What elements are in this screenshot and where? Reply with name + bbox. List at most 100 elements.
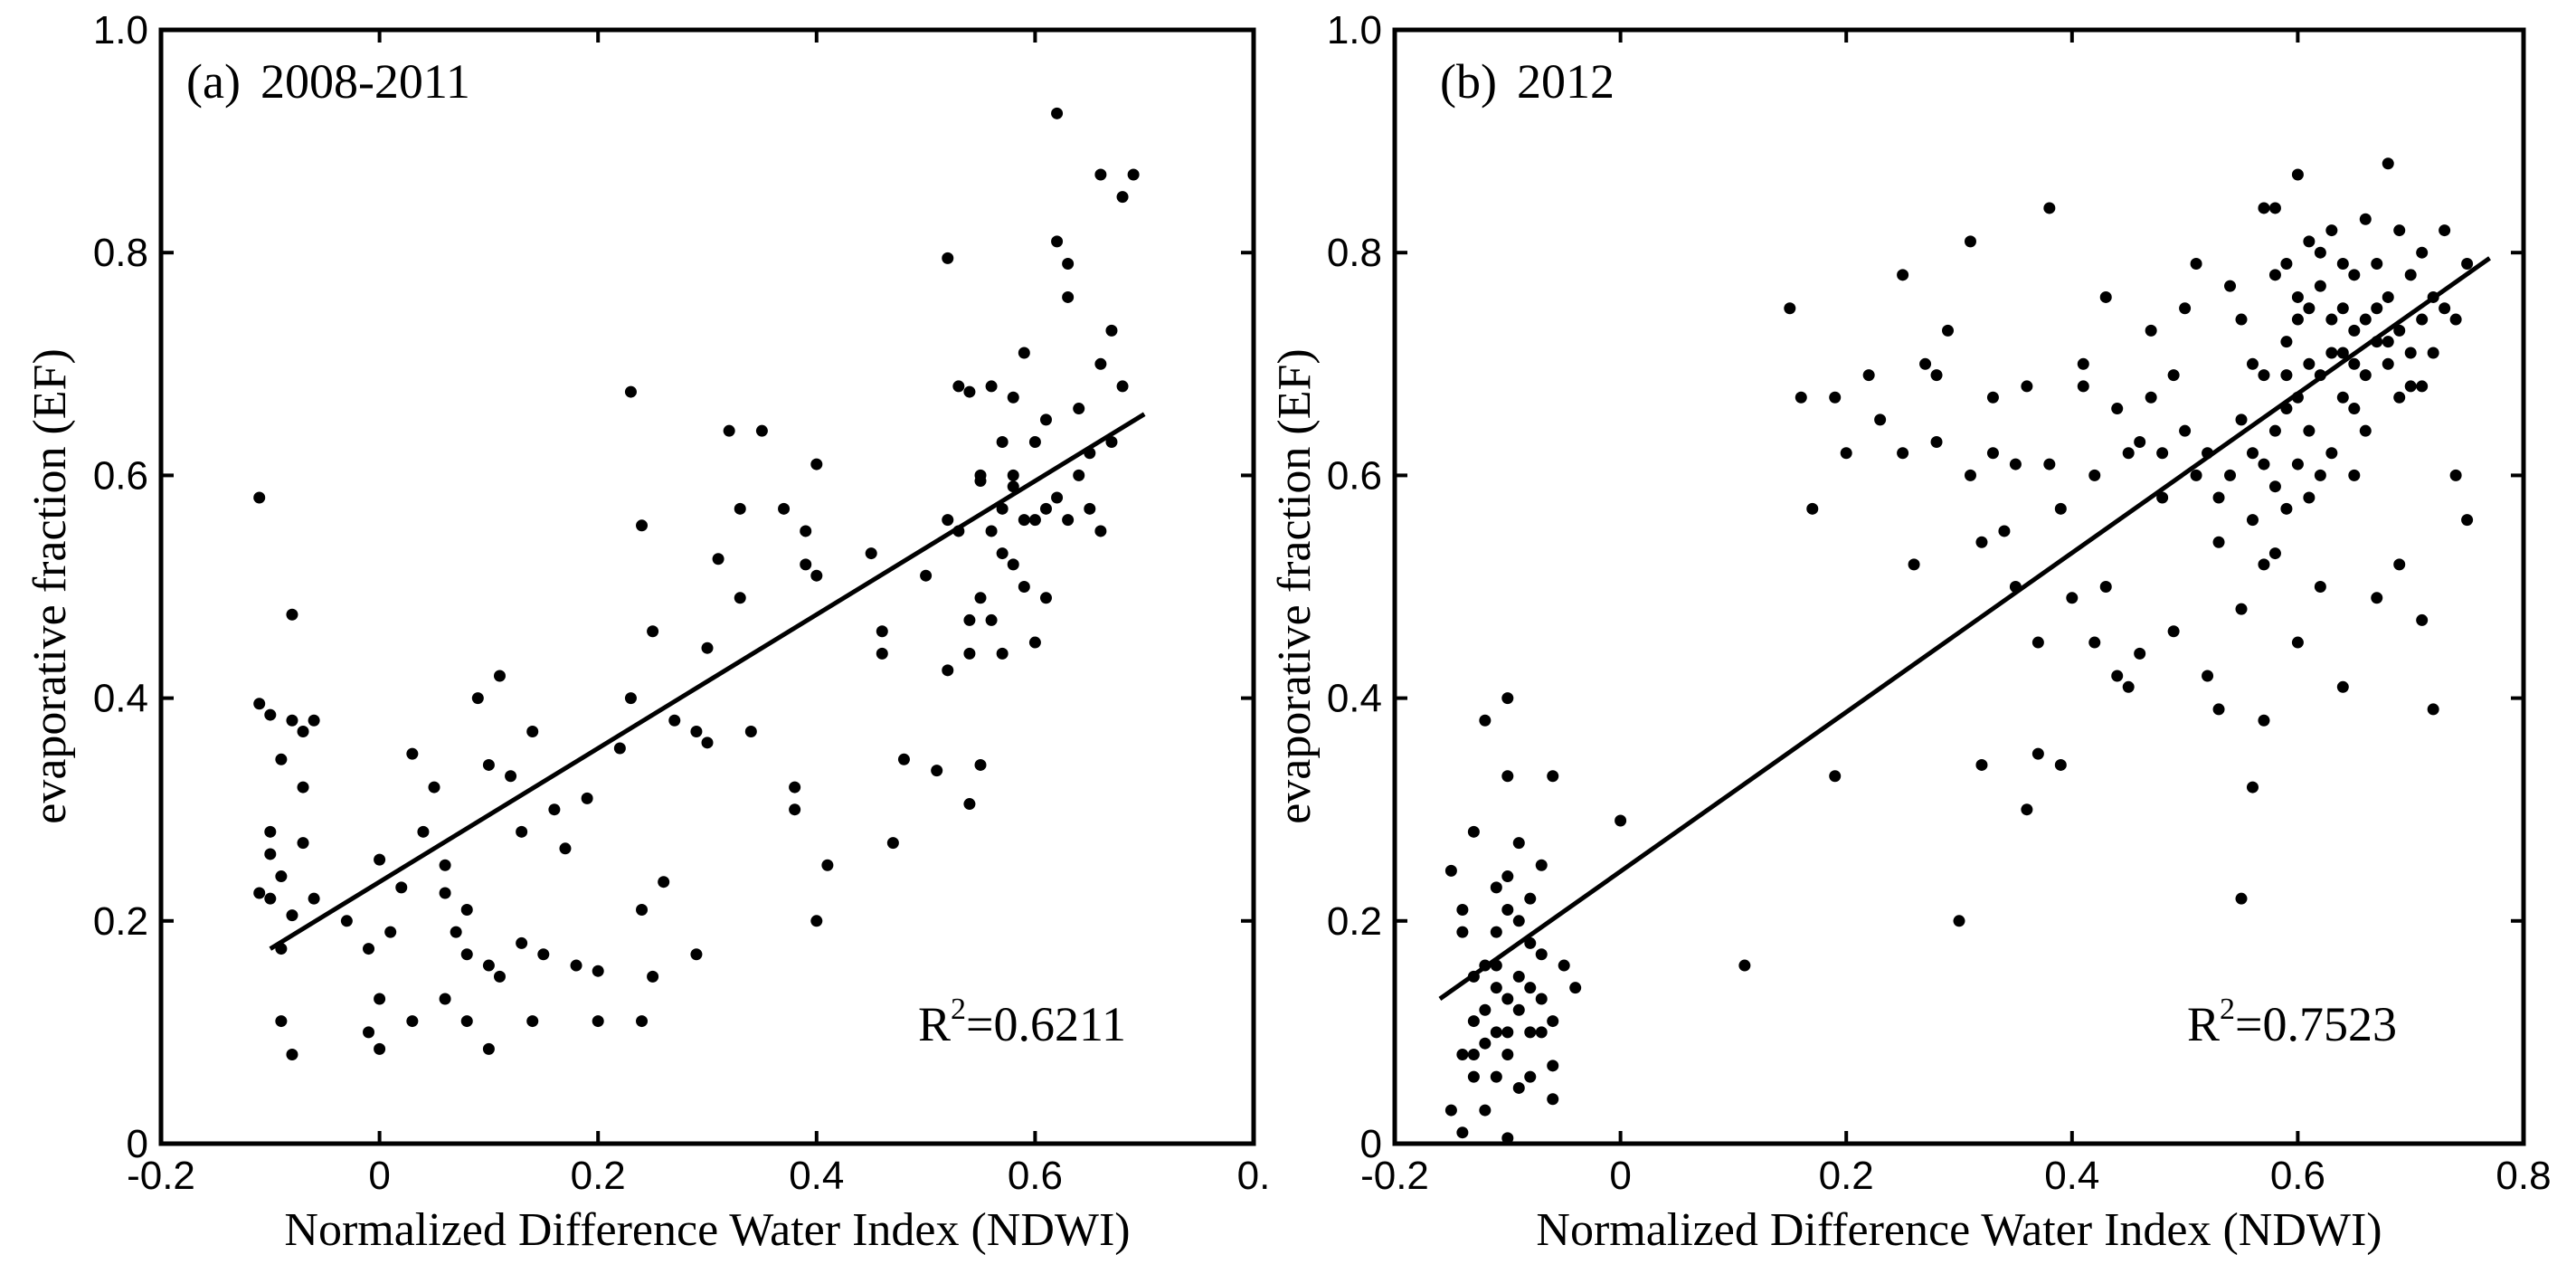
panel-b-data-point <box>2416 313 2429 326</box>
panel-b-points-layer <box>1444 157 2474 1145</box>
panel-b-data-point <box>2427 290 2439 303</box>
panel-a-data-point <box>253 491 266 504</box>
panel-a-data-point <box>876 625 888 638</box>
panel-a-data-point <box>297 837 309 850</box>
panel-b-data-point <box>2043 458 2056 470</box>
panel-a-data-point <box>1127 168 1140 181</box>
panel-b-data-point <box>2031 747 2044 760</box>
panel-b-data-point <box>2325 347 2338 359</box>
panel-a-data-point <box>974 592 987 604</box>
panel-a-data-point <box>308 714 320 727</box>
panel-b-data-point <box>1456 1049 1469 1061</box>
panel-a-data-point <box>384 926 397 938</box>
panel-b-data-point <box>2314 369 2326 382</box>
panel-a-data-point <box>942 514 954 527</box>
panel-a-data-point <box>581 792 593 804</box>
panel-b-data-point <box>1490 1070 1502 1083</box>
panel-a-x-tick-label: 0 <box>368 1154 390 1198</box>
panel-b-data-point <box>2325 224 2338 237</box>
panel-a-data-point <box>1007 469 1019 481</box>
panel-b-data-point <box>2246 447 2259 460</box>
panel-a-data-point <box>734 502 746 515</box>
panel-b-x-tick-label: 0.6 <box>2270 1154 2325 1198</box>
panel-b-data-point <box>2416 380 2429 393</box>
panel-b-data-point <box>1784 302 1796 315</box>
panel-a-data-point <box>308 892 320 905</box>
panel-a-data-point <box>963 613 976 626</box>
panel-a-data-point <box>493 970 506 983</box>
panel-b-data-point <box>1535 859 1548 871</box>
panel-b-data-point <box>2336 391 2349 404</box>
panel-b-data-point <box>1456 1126 1469 1139</box>
panel-a-y-tick-label: 0.8 <box>93 231 148 275</box>
panel-b-data-point <box>1840 447 1852 460</box>
panel-b-plot-frame <box>1392 27 2526 1146</box>
panel-b-data-point <box>2359 369 2372 382</box>
panel-b-data-point <box>2314 246 2326 259</box>
panel-a-data-point <box>821 859 834 871</box>
panel-a-data-point <box>800 525 812 537</box>
panel-b-data-point <box>2382 357 2394 370</box>
panel-b-data-point <box>1908 558 1920 571</box>
panel-b-data-point <box>2449 313 2462 326</box>
panel-b-data-point <box>1547 1015 1559 1028</box>
panel-b-data-point <box>1467 1015 1480 1028</box>
panel-b-data-point <box>2088 469 2101 481</box>
panel-a-y-tick-label: 0.6 <box>93 453 148 498</box>
panel-b-data-point <box>2336 258 2349 271</box>
panel-b-data-point <box>1874 413 1887 426</box>
panel-a-y-tick-label: 0.4 <box>93 677 148 721</box>
panel-b-data-point <box>1490 959 1502 972</box>
panel-b-data-point <box>2393 391 2406 404</box>
panel-b-data-point <box>1490 926 1502 938</box>
panel-a-data-point <box>264 848 277 860</box>
panel-b-data-point <box>2449 469 2462 481</box>
panel-a-y-tick-label: 0.2 <box>93 899 148 944</box>
panel-a-data-point <box>1018 581 1030 593</box>
panel-a-data-point <box>1105 324 1118 337</box>
panel-b-data-point <box>2348 357 2361 370</box>
panel-b-data-point <box>2291 313 2304 326</box>
panel-b-data-point <box>1975 536 1988 548</box>
panel-b-data-point <box>2280 502 2293 515</box>
panel-b-data-point <box>1501 692 1514 705</box>
panel-b-data-point <box>1501 993 1514 1005</box>
panel-a-data-point <box>275 1015 288 1028</box>
panel-b-data-point <box>1986 391 1999 404</box>
panel-a-y-tick-label: 1.0 <box>93 8 148 52</box>
panel-a-data-point <box>963 798 976 811</box>
panel-b-y-tick-label: 0.4 <box>1327 677 1382 721</box>
panel-a-data-point <box>406 747 419 760</box>
panel-b-data-point <box>1975 758 1988 771</box>
panel-a-ticks-layer: -0.2 0 0.2 0.4 0.6 0.00.20.40.60.81.0 <box>93 8 1271 1198</box>
panel-a-data-point <box>1028 514 1041 527</box>
panel-b-data-point <box>2439 302 2451 315</box>
panel-b-r-squared: R2=0.7523 <box>2187 993 2397 1051</box>
panel-b-data-point <box>1444 864 1457 877</box>
panel-a-data-point <box>647 970 659 983</box>
panel-b-data-point <box>2268 202 2281 214</box>
panel-a-data-point <box>559 842 572 855</box>
panel-a-data-point <box>439 859 451 871</box>
panel-b-data-point <box>2212 491 2225 504</box>
panel-b-data-point <box>2303 424 2316 437</box>
panel-a-data-point <box>516 825 528 838</box>
panel-b-y-tick-label: 0.2 <box>1327 899 1382 944</box>
panel-a-data-point <box>613 742 626 755</box>
panel-b-data-point <box>2224 280 2237 292</box>
panel-b-data-point <box>1512 915 1525 927</box>
panel-b-data-point <box>1964 469 1976 481</box>
panel-b: -0.2 0 0.2 0.4 0.6 0.800.20.40.60.81.0 (b) 201… <box>1269 8 2552 1256</box>
panel-b-data-point <box>1479 714 1492 727</box>
panel-a-data-point <box>952 380 965 393</box>
panel-b-data-point <box>1501 1026 1514 1039</box>
panel-b-data-point <box>2202 447 2214 460</box>
panel-a-fit-layer <box>269 412 1146 951</box>
panel-b-data-point <box>2099 581 2112 593</box>
panel-b-data-point <box>1806 502 1819 515</box>
panel-b-data-point <box>2393 324 2406 337</box>
panel-a-data-point <box>701 737 714 749</box>
panel-b-y-axis-label: evaporative fraction (EF) <box>1269 348 1321 824</box>
panel-b-data-point <box>2303 302 2316 315</box>
panel-a-data-point <box>253 698 266 710</box>
